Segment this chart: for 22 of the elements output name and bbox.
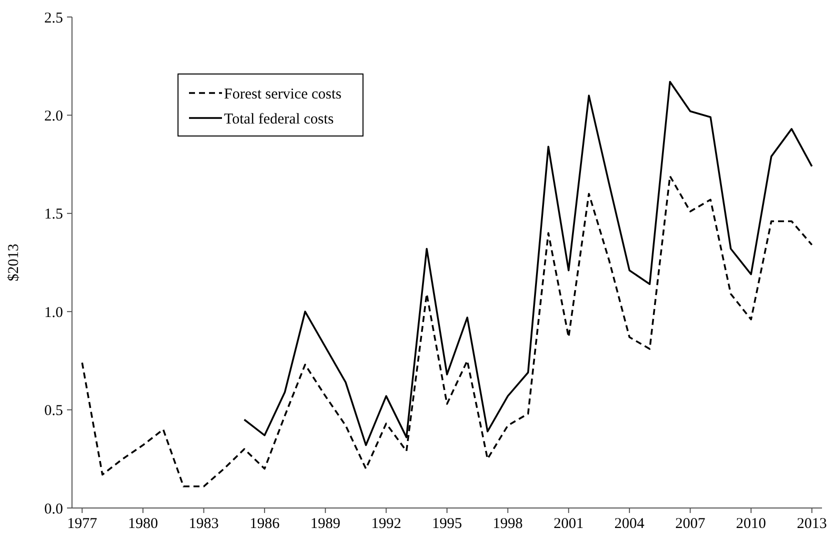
y-tick-label: 0.0 xyxy=(44,501,63,518)
x-tick-label: 2010 xyxy=(736,516,766,532)
x-tick-label: 2007 xyxy=(675,516,706,532)
x-tick-label: 1980 xyxy=(128,516,158,532)
y-axis-title: $2013 xyxy=(6,244,22,282)
y-tick-label: 1.5 xyxy=(44,206,63,223)
x-tick-label: 1977 xyxy=(67,516,98,532)
y-tick-label: 2.0 xyxy=(44,108,63,124)
x-tick-label: 1995 xyxy=(432,516,462,532)
legend-label: Forest service costs xyxy=(224,86,342,102)
x-tick-label: 2001 xyxy=(554,516,584,532)
x-tick-label: 1983 xyxy=(188,516,219,532)
x-tick-label: 1989 xyxy=(310,516,340,532)
x-tick-label: 1992 xyxy=(371,516,402,532)
x-tick-label: 1986 xyxy=(250,516,280,532)
x-tick-label: 2013 xyxy=(796,516,827,532)
y-tick-label: 0.5 xyxy=(44,403,63,420)
y-tick-label: 2.5 xyxy=(44,10,63,26)
x-tick-label: 2004 xyxy=(614,516,645,532)
y-tick-label: 1.0 xyxy=(44,304,63,321)
x-tick-label: 1998 xyxy=(492,516,523,532)
legend-label: Total federal costs xyxy=(224,111,334,128)
